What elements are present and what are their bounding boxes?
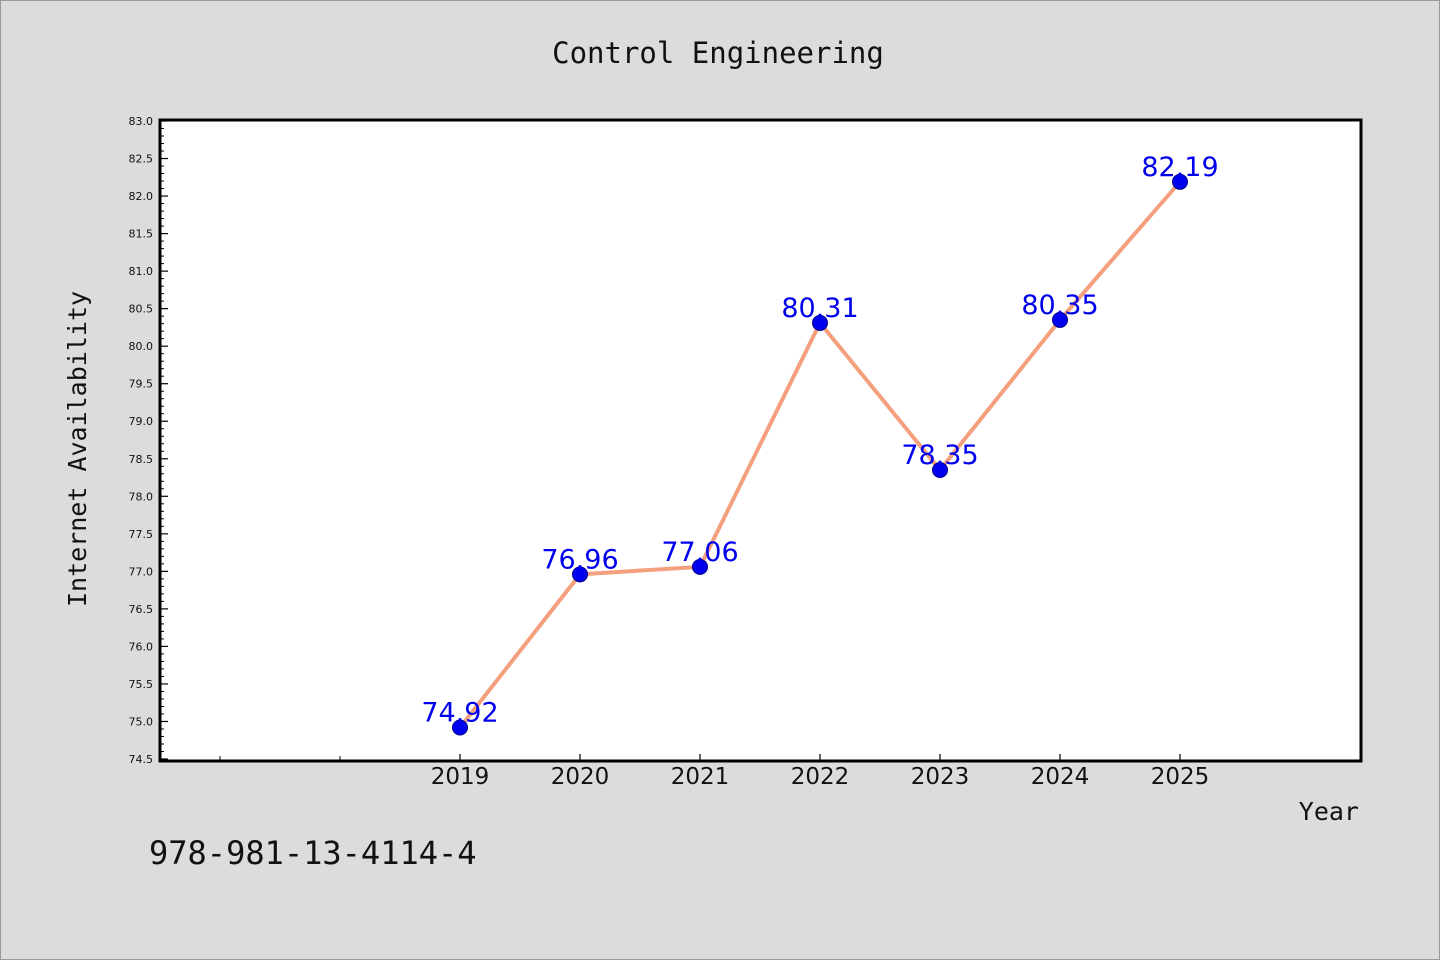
- x-tick-label: 2025: [1151, 764, 1210, 790]
- x-tick-label: 2023: [911, 764, 970, 790]
- y-tick-label: 78.5: [129, 453, 154, 466]
- y-tick-label: 81.5: [129, 228, 154, 241]
- x-tick-label: 2019: [431, 764, 490, 790]
- isbn-text: 978-981-13-4114-4: [149, 834, 477, 872]
- data-point: [572, 566, 588, 583]
- y-tick-label: 82.0: [129, 190, 154, 203]
- x-axis-label: Year: [1299, 797, 1359, 826]
- y-tick-label: 77.5: [129, 528, 154, 541]
- y-tick-label: 83.0: [129, 115, 154, 128]
- y-tick-label: 74.5: [129, 753, 154, 766]
- y-tick-label: 81.0: [129, 265, 154, 278]
- data-label: 80.31: [781, 293, 858, 324]
- plot-area: [158, 118, 1363, 763]
- y-tick-label: 82.5: [129, 153, 154, 166]
- y-tick-label: 75.5: [129, 678, 154, 691]
- series-layer: 74.92 76.96 77.06 80.31 78.35 80.35 82.19: [421, 152, 1219, 736]
- x-tick-label: 2021: [671, 764, 730, 790]
- x-tick-label: 2024: [1031, 764, 1090, 790]
- data-label: 78.35: [901, 440, 978, 471]
- chart-title: Control Engineering: [552, 36, 884, 70]
- y-tick-label: 80.5: [129, 303, 154, 316]
- y-tick-label: 78.0: [129, 490, 154, 503]
- y-tick-label: 79.5: [129, 378, 154, 391]
- y-tick-label: 79.0: [129, 415, 154, 428]
- data-point: [452, 719, 468, 736]
- x-tick-label: 2022: [791, 764, 850, 790]
- y-tick-label: 77.0: [129, 565, 154, 578]
- data-point: [1172, 173, 1188, 190]
- y-axis: 74.5 75.0 75.5 76.0 76.5 77.0 77.5 78.0 78.5 79.0…: [129, 115, 168, 766]
- data-label: 76.96: [541, 544, 618, 575]
- y-tick-label: 80.0: [129, 340, 154, 353]
- x-tick-label: 2020: [551, 764, 610, 790]
- data-point: [692, 558, 708, 575]
- data-label: 77.06: [661, 537, 738, 568]
- y-axis-label: Internet Availability: [63, 291, 92, 607]
- data-label: 74.92: [421, 697, 498, 728]
- y-tick-label: 76.5: [129, 603, 154, 616]
- x-axis: 2019 2020 2021 2022 2023 2024 2025: [219, 754, 1210, 790]
- data-label: 80.35: [1021, 290, 1098, 321]
- data-point: [1052, 311, 1068, 328]
- y-tick-label: 76.0: [129, 640, 154, 653]
- y-tick-label: 75.0: [129, 715, 154, 728]
- data-point: [812, 314, 828, 331]
- data-point: [932, 462, 948, 479]
- data-label: 82.19: [1141, 152, 1218, 183]
